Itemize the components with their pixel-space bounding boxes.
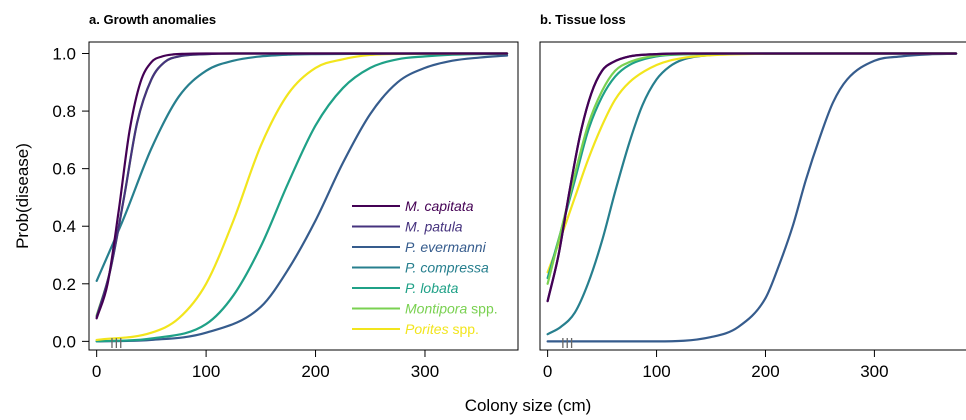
legend-suffix-5: spp. [467, 301, 497, 317]
series-line-b-1 [546, 52, 958, 336]
legend-species-5: Montipora [405, 301, 467, 317]
x-tick-label-a-1: 100 [192, 362, 220, 381]
legend-entry-1: M. patula [405, 219, 463, 235]
panel-b-frame [539, 41, 966, 351]
x-tick-label-b-1: 100 [642, 362, 670, 381]
series-line-a-4 [95, 52, 509, 317]
y-tick-label-4: 0.8 [52, 102, 76, 121]
x-tick-label-b-0: 0 [543, 362, 552, 381]
legend-entry-3: P. compressa [405, 260, 489, 276]
panel-a-curves [95, 52, 509, 343]
y-tick-label-0: 0.0 [52, 332, 76, 351]
y-axis-label: Prob(disease) [13, 143, 32, 249]
panel-b-rug [562, 338, 573, 348]
panel-a-frame [88, 41, 519, 351]
x-tick-label-a-3: 300 [411, 362, 439, 381]
legend-species-2: P. evermanni [405, 239, 487, 255]
series-line-a-1 [95, 52, 509, 343]
panel-b-curves [546, 52, 958, 343]
series-line-b-6 [546, 52, 958, 303]
series-line-b-0 [546, 52, 958, 343]
panel-a-y-axis: 0.0 0.2 0.4 0.6 0.8 1.0 [52, 45, 89, 351]
legend: M. capitata M. patula P. evermanni P. compr… [352, 198, 498, 337]
series-line-b-5 [546, 52, 958, 303]
y-tick-label-1: 0.2 [52, 275, 76, 294]
y-tick-label-5: 1.0 [52, 45, 76, 64]
panel-a-x-axis: 0 100 200 300 [92, 350, 439, 381]
x-axis-label: Colony size (cm) [465, 396, 592, 415]
x-tick-label-a-2: 200 [301, 362, 329, 381]
series-line-b-4 [546, 52, 958, 285]
series-line-a-6 [95, 52, 509, 320]
x-tick-label-b-2: 200 [751, 362, 779, 381]
legend-species-3: P. compressa [405, 260, 489, 276]
series-line-b-3 [546, 52, 958, 280]
legend-entry-4: P. lobata [405, 280, 459, 296]
panel-a-title: a. Growth anomalies [89, 12, 216, 27]
y-tick-label-3: 0.6 [52, 160, 76, 179]
legend-species-6: Porites [405, 321, 449, 337]
panel-a-rug [111, 338, 122, 348]
panel-a: a. Growth anomalies 0 100 200 300 0.0 0.2 0.4… [52, 12, 519, 381]
series-line-a-2 [95, 52, 509, 342]
legend-suffix-6: spp. [449, 321, 479, 337]
legend-species-1: M. patula [405, 219, 463, 235]
legend-entry-5: Montipora spp. [405, 301, 498, 317]
legend-entry-6: Porites spp. [405, 321, 479, 337]
x-tick-label-a-0: 0 [92, 362, 101, 381]
series-line-a-0 [95, 54, 509, 343]
legend-species-0: M. capitata [405, 198, 474, 214]
legend-entry-2: P. evermanni [405, 239, 487, 255]
series-line-a-5 [95, 52, 509, 318]
x-tick-label-b-3: 300 [860, 362, 888, 381]
panel-b-title: b. Tissue loss [540, 12, 626, 27]
legend-entry-0: M. capitata [405, 198, 474, 214]
legend-species-4: P. lobata [405, 280, 459, 296]
panel-b: b. Tissue loss 0 100 200 300 [539, 12, 966, 381]
y-tick-label-2: 0.4 [52, 217, 76, 236]
panel-b-x-axis: 0 100 200 300 [543, 350, 889, 381]
